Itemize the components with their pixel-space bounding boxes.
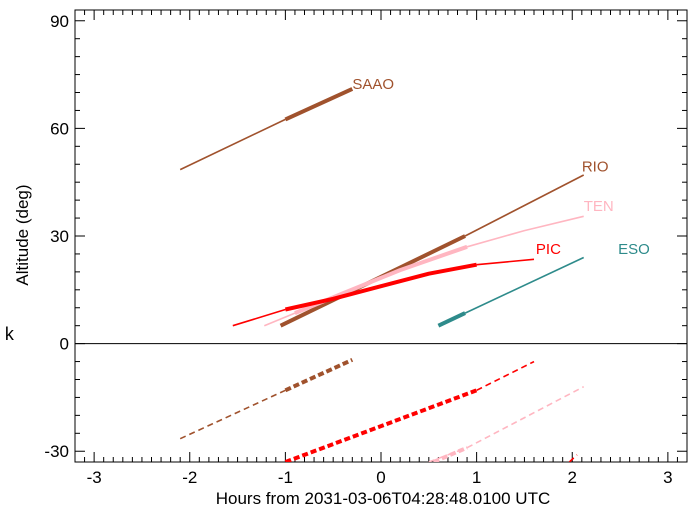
series-saao-segment-0 — [179, 118, 286, 171]
x-tick-label: -2 — [182, 468, 197, 487]
y-tick-label: 60 — [50, 119, 69, 138]
series-ten-segment-4 — [432, 445, 468, 462]
series-ten-segment-5 — [466, 385, 585, 449]
series-saao-segment-3 — [284, 357, 354, 393]
series-eso-segment-0 — [437, 311, 466, 328]
series-pic-segment-3 — [284, 388, 478, 462]
series-label-pic: PIC — [536, 241, 561, 258]
y-tick-label: 90 — [50, 12, 69, 31]
series-label-rio: RIO — [582, 158, 609, 175]
series-pic-segment-0 — [232, 308, 286, 327]
side-mark-k: k — [4, 326, 15, 346]
series-pic-segment-1 — [284, 262, 477, 312]
series-ten-segment-0 — [263, 312, 296, 327]
x-tick-label: 0 — [376, 468, 385, 487]
series-label-eso: ESO — [618, 241, 650, 258]
y-tick-label: -30 — [44, 442, 69, 461]
series-pic-segment-2 — [476, 258, 535, 266]
series-ten-segment-2 — [466, 215, 584, 248]
x-tick-label: 1 — [472, 468, 481, 487]
series-pic-segment-5 — [568, 454, 578, 462]
series-saao-segment-2 — [179, 389, 286, 440]
axis-ticks: -3 -2 -1 0 1 2 3 -30 0 30 60 90 — [44, 10, 688, 487]
series-labels: SAAO RIO TEN PIC ESO — [352, 76, 650, 258]
series-saao-segment-1 — [284, 87, 354, 122]
series-lines — [179, 87, 585, 462]
series-eso-segment-1 — [464, 256, 585, 314]
series-label-saao: SAAO — [352, 76, 394, 93]
y-tick-label: 0 — [60, 335, 69, 354]
x-tick-label: -3 — [87, 468, 102, 487]
series-label-ten: TEN — [584, 198, 614, 215]
x-tick-label: 3 — [663, 468, 672, 487]
series-pic-segment-4 — [476, 360, 535, 392]
y-axis-label: Altitude (deg) — [13, 184, 32, 285]
series-rio-segment-1 — [464, 174, 585, 237]
y-tick-label: 30 — [50, 227, 69, 246]
x-tick-label: -1 — [278, 468, 293, 487]
x-axis-label: Hours from 2031-03-06T04:28:48.0100 UTC — [216, 489, 551, 508]
x-tick-label: 2 — [568, 468, 577, 487]
